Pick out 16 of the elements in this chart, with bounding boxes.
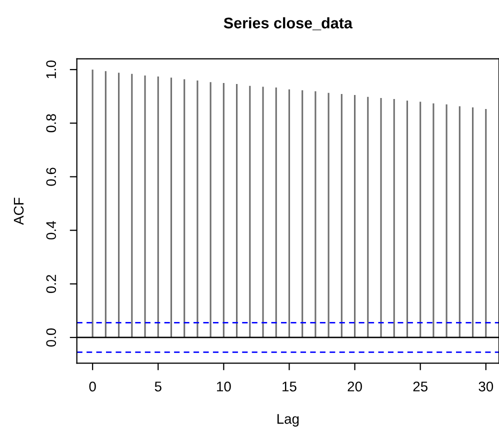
x-tick-label: 15 — [282, 382, 296, 392]
x-tick-label: 10 — [217, 382, 231, 392]
y-tick-label: 1.0 — [46, 60, 56, 78]
y-tick-label: 0.8 — [46, 114, 56, 132]
x-tick-label: 20 — [348, 382, 362, 392]
x-tick-label: 30 — [478, 382, 494, 392]
y-tick-label: 0.2 — [46, 274, 56, 293]
y-tick-label: 0.4 — [46, 221, 56, 240]
y-axis-title: ACF — [14, 198, 24, 225]
y-tick-label: 0.6 — [46, 168, 56, 186]
chart-title: Series close_data — [224, 17, 353, 30]
y-tick-label: 0.0 — [46, 328, 56, 347]
x-tick-label: 0 — [89, 382, 96, 392]
x-axis-title: Lag — [277, 414, 299, 427]
x-tick-label: 5 — [154, 382, 162, 392]
x-tick-label: 25 — [413, 382, 428, 392]
